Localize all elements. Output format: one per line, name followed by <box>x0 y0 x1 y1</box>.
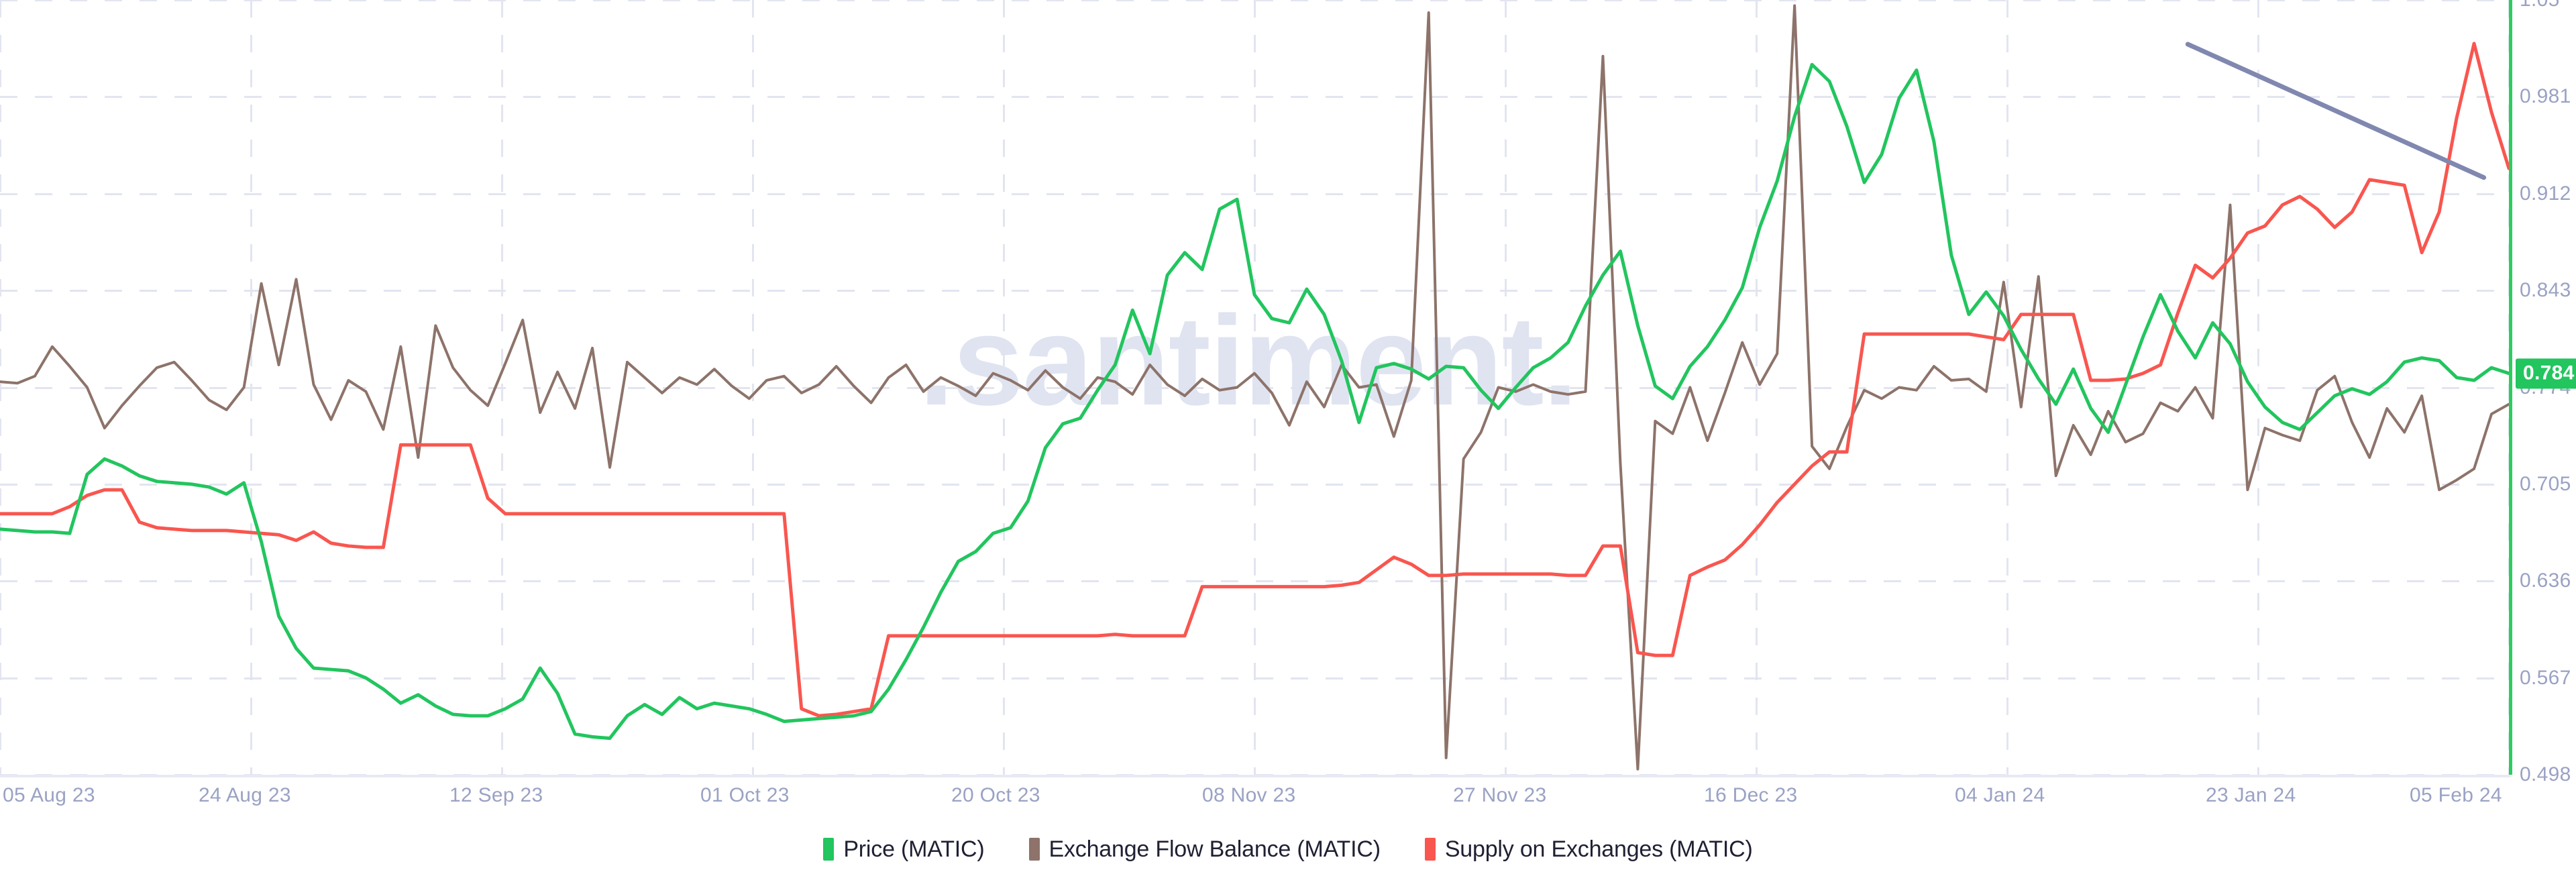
x-tick-label: 23 Jan 24 <box>2206 784 2296 806</box>
x-tick-label: 05 Aug 23 <box>3 784 95 806</box>
trendline-annotation <box>2185 42 2487 180</box>
x-tick-label: 16 Dec 23 <box>1704 784 1798 806</box>
chart-legend: Price (MATIC) Exchange Flow Balance (MATI… <box>0 830 2576 868</box>
y-tick-label: 0.567 <box>2520 666 2571 689</box>
x-tick-label: 24 Aug 23 <box>199 784 291 806</box>
plot-area[interactable]: .santiment. <box>0 0 2509 775</box>
grid-lines <box>0 0 2509 775</box>
x-tick-label: 01 Oct 23 <box>700 784 790 806</box>
y-tick-label: 0.705 <box>2520 472 2571 495</box>
x-tick-label: 20 Oct 23 <box>951 784 1040 806</box>
x-axis-rule <box>0 775 2510 777</box>
y-axis: 1.050.9810.9120.8430.7740.7050.6360.5670… <box>2509 0 2576 785</box>
x-tick-label: 12 Sep 23 <box>449 784 543 806</box>
x-axis: 05 Aug 23 24 Aug 23 12 Sep 23 01 Oct 23 20 O… <box>0 777 2576 818</box>
legend-item-price[interactable]: Price (MATIC) <box>823 836 985 863</box>
current-value-badge: 0.784 <box>2516 358 2576 389</box>
legend-swatch-icon <box>823 838 835 861</box>
series-line-supply_on_exchanges <box>0 42 2509 718</box>
x-tick-label: 05 Feb 24 <box>2410 784 2502 806</box>
y-tick-label: 1.05 <box>2520 0 2560 11</box>
legend-label: Supply on Exchanges (MATIC) <box>1444 836 1753 862</box>
legend-item-exchange_flow_balance[interactable]: Exchange Flow Balance (MATIC) <box>1028 836 1381 863</box>
legend-label: Price (MATIC) <box>843 836 985 862</box>
x-tick-label: 08 Nov 23 <box>1202 784 1296 806</box>
series-lines <box>0 4 2509 771</box>
santiment-watermark: .santiment. <box>918 289 1578 432</box>
legend-item-supply_on_exchanges[interactable]: Supply on Exchanges (MATIC) <box>1424 836 1753 863</box>
x-tick-label: 04 Jan 24 <box>1955 784 2045 806</box>
legend-swatch-icon <box>1424 838 1436 861</box>
y-tick-label: 0.981 <box>2520 85 2571 108</box>
y-tick-label: 0.912 <box>2520 182 2571 205</box>
series-line-price <box>0 62 2509 741</box>
series-line-exchange_flow_balance <box>0 4 2509 771</box>
legend-label: Exchange Flow Balance (MATIC) <box>1049 836 1381 862</box>
watermark-layer: .santiment. <box>918 289 1578 432</box>
legend-swatch-icon <box>1028 838 1040 861</box>
y-axis-marker-line <box>2509 0 2512 775</box>
y-tick-label: 0.843 <box>2520 279 2571 302</box>
y-tick-label: 0.498 <box>2520 763 2571 785</box>
x-tick-label: 27 Nov 23 <box>1453 784 1547 806</box>
y-tick-label: 0.636 <box>2520 569 2571 592</box>
